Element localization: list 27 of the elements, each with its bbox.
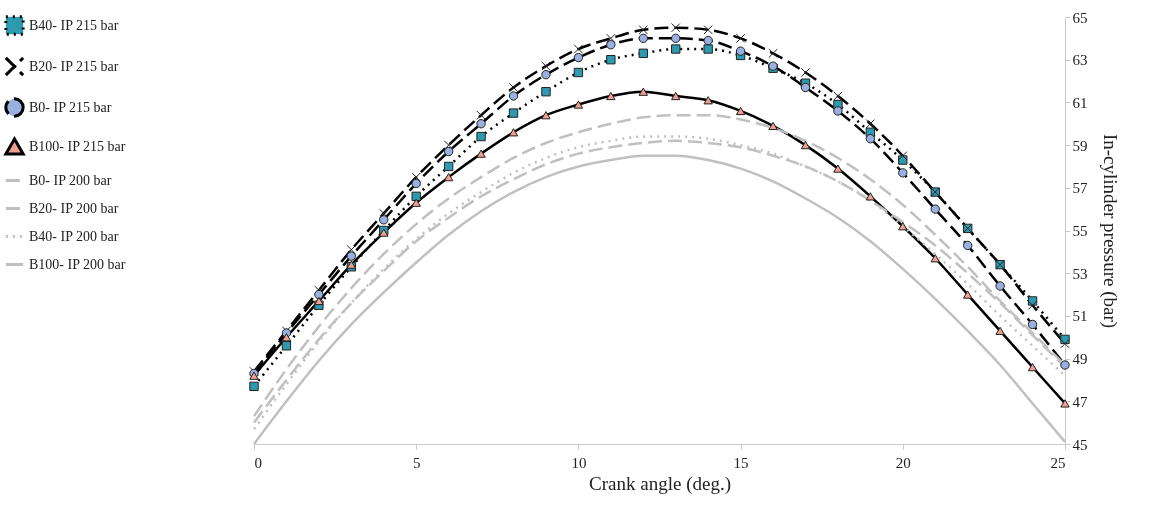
y-tick-label: 57 <box>1072 180 1088 197</box>
y-tick-label: 59 <box>1072 137 1088 154</box>
legend-label: B20- IP 215 bar <box>29 58 119 74</box>
y-tick-label: 47 <box>1072 393 1088 410</box>
y-tick-label: 65 <box>1072 9 1088 26</box>
legend-label: B0- IP 200 bar <box>29 172 112 188</box>
x-tick-label: 10 <box>571 454 587 471</box>
y-tick-label: 45 <box>1072 436 1088 453</box>
legend-label: B0- IP 215 bar <box>29 99 112 115</box>
x-tick-label: 20 <box>895 454 911 471</box>
legend-label: B20- IP 200 bar <box>29 200 119 216</box>
x-tick-label: 0 <box>254 454 262 471</box>
y-tick-label: 55 <box>1072 223 1088 239</box>
y-tick-label: 51 <box>1072 308 1088 325</box>
legend-label: B100- IP 200 bar <box>29 256 126 272</box>
x-tick-label: 25 <box>1050 454 1066 471</box>
x-axis-title: Crank angle (deg.) <box>589 472 731 495</box>
y-axis-title: In-cylinder pressure (bar) <box>1098 133 1121 329</box>
y-tick-label: 61 <box>1072 94 1088 111</box>
legend-label: B40- IP 200 bar <box>29 228 119 244</box>
x-tick-label: 15 <box>733 454 749 471</box>
y-tick-label: 49 <box>1072 351 1088 368</box>
y-tick-label: 63 <box>1072 52 1088 69</box>
legend-label: B100- IP 215 bar <box>29 138 126 154</box>
x-tick-label: 5 <box>412 454 421 471</box>
y-tick-label: 53 <box>1072 265 1088 282</box>
legend-label: B40- IP 215 bar <box>29 17 119 33</box>
